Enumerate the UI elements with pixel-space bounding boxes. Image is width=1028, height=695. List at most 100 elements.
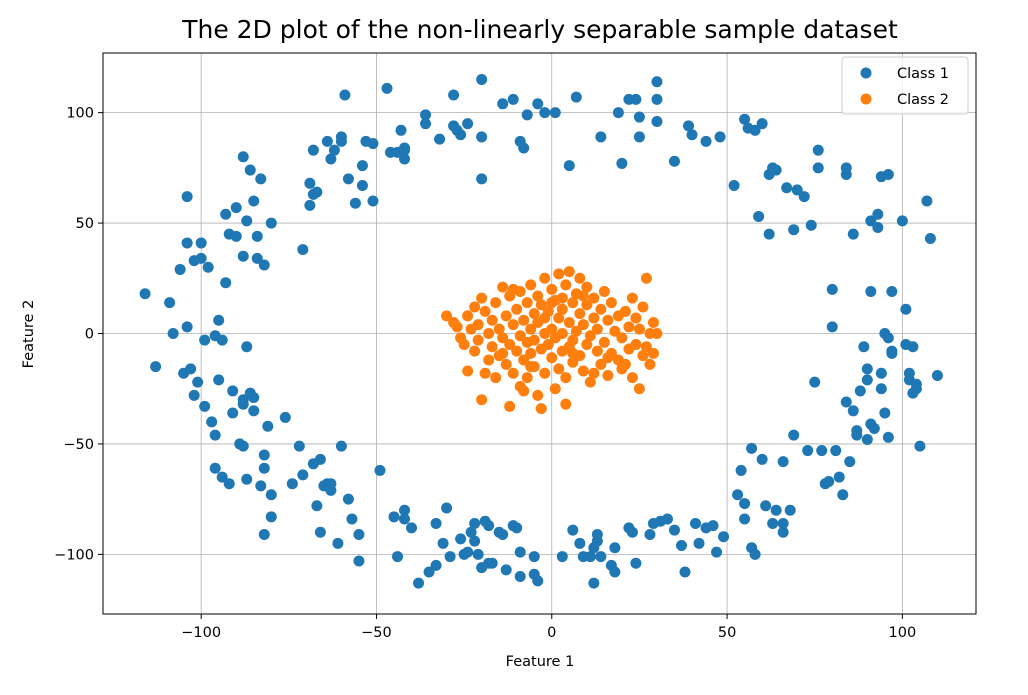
class-1-point	[476, 74, 488, 86]
class-1-point	[626, 526, 638, 538]
class-1-point	[777, 526, 789, 538]
class-1-point	[767, 517, 779, 529]
class-1-point	[265, 489, 277, 501]
class-2-point	[581, 339, 593, 351]
class-1-point	[392, 551, 404, 563]
class-2-point	[553, 312, 565, 324]
class-1-point	[195, 252, 207, 264]
class-1-point	[693, 537, 705, 549]
class-1-point	[314, 526, 326, 538]
class-1-point	[339, 89, 351, 101]
class-2-point	[497, 332, 509, 344]
class-1-point	[840, 162, 852, 174]
class-1-point	[770, 504, 782, 516]
class-1-point	[192, 376, 204, 388]
class-1-point	[367, 195, 379, 207]
class-2-point	[469, 301, 481, 313]
class-1-point	[209, 429, 221, 441]
class-1-point	[388, 511, 400, 523]
class-1-point	[307, 144, 319, 156]
class-1-point	[872, 221, 884, 233]
class-1-point	[865, 215, 877, 227]
class-1-point	[861, 434, 873, 446]
class-1-point	[174, 263, 186, 275]
class-2-point	[525, 279, 537, 291]
class-2-point	[476, 292, 488, 304]
class-1-point	[346, 513, 358, 525]
class-2-point	[546, 352, 558, 364]
class-2-point	[595, 358, 607, 370]
class-2-point	[626, 292, 638, 304]
class-1-point	[707, 520, 719, 532]
class-1-point	[879, 407, 891, 419]
class-1-point	[399, 513, 411, 525]
class-1-point	[241, 473, 253, 485]
class-1-point	[420, 118, 432, 130]
class-2-point	[633, 383, 645, 395]
class-1-point	[809, 376, 821, 388]
class-1-point	[633, 131, 645, 143]
x-tick-label: −50	[361, 625, 392, 641]
class-1-point	[164, 297, 176, 309]
class-1-point	[886, 286, 898, 298]
class-1-point	[199, 400, 211, 412]
class-1-point	[651, 115, 663, 127]
class-1-point	[241, 215, 253, 227]
class-1-point	[700, 135, 712, 147]
class-2-point	[539, 312, 551, 324]
class-1-point	[854, 385, 866, 397]
class-1-point	[213, 374, 225, 386]
class-2-point	[616, 332, 628, 344]
class-1-point	[279, 411, 291, 423]
class-1-point	[588, 577, 600, 589]
class-1-point	[455, 129, 467, 141]
class-2-point	[490, 372, 502, 384]
class-1-point	[328, 144, 340, 156]
y-tick-label: −50	[63, 437, 94, 453]
class-1-point	[777, 517, 789, 529]
class-1-point	[675, 540, 687, 552]
class-1-point	[335, 440, 347, 452]
class-1-point	[342, 493, 354, 505]
class-2-point	[476, 394, 488, 406]
y-tick-label: 100	[66, 106, 94, 122]
class-2-point	[556, 292, 568, 304]
class-2-point	[458, 339, 470, 351]
class-1-point	[882, 431, 894, 443]
class-2-point	[602, 369, 614, 381]
class-1-point	[844, 456, 856, 468]
class-2-point	[598, 286, 610, 298]
class-2-point	[574, 308, 586, 320]
class-1-point	[258, 449, 270, 461]
class-2-point	[507, 283, 519, 295]
class-1-point	[258, 259, 270, 271]
class-2-point	[623, 321, 635, 333]
class-1-point	[353, 555, 365, 567]
class-2-point	[560, 372, 572, 384]
legend-marker-class-1	[860, 67, 872, 79]
class-2-point	[567, 297, 579, 309]
class-2-point	[500, 358, 512, 370]
class-1-point	[630, 557, 642, 569]
class-2-point	[651, 328, 663, 339]
class-2-point	[511, 303, 523, 315]
class-1-point	[570, 91, 582, 103]
class-1-point	[202, 261, 214, 273]
class-1-point	[374, 464, 386, 476]
class-2-point	[500, 310, 512, 322]
class-1-point	[858, 341, 870, 353]
class-1-point	[595, 551, 607, 563]
class-1-point	[549, 107, 561, 119]
scatter-points	[139, 74, 943, 589]
class-1-point	[342, 173, 354, 185]
class-1-point	[399, 142, 411, 154]
class-1-point	[756, 118, 768, 130]
class-1-point	[556, 551, 568, 563]
legend-box	[841, 56, 969, 115]
class-2-point	[633, 323, 645, 335]
class-2-point	[563, 316, 575, 328]
class-2-point	[504, 400, 516, 412]
class-1-point	[462, 546, 474, 558]
class-2-point	[486, 314, 498, 326]
class-1-point	[213, 314, 225, 326]
